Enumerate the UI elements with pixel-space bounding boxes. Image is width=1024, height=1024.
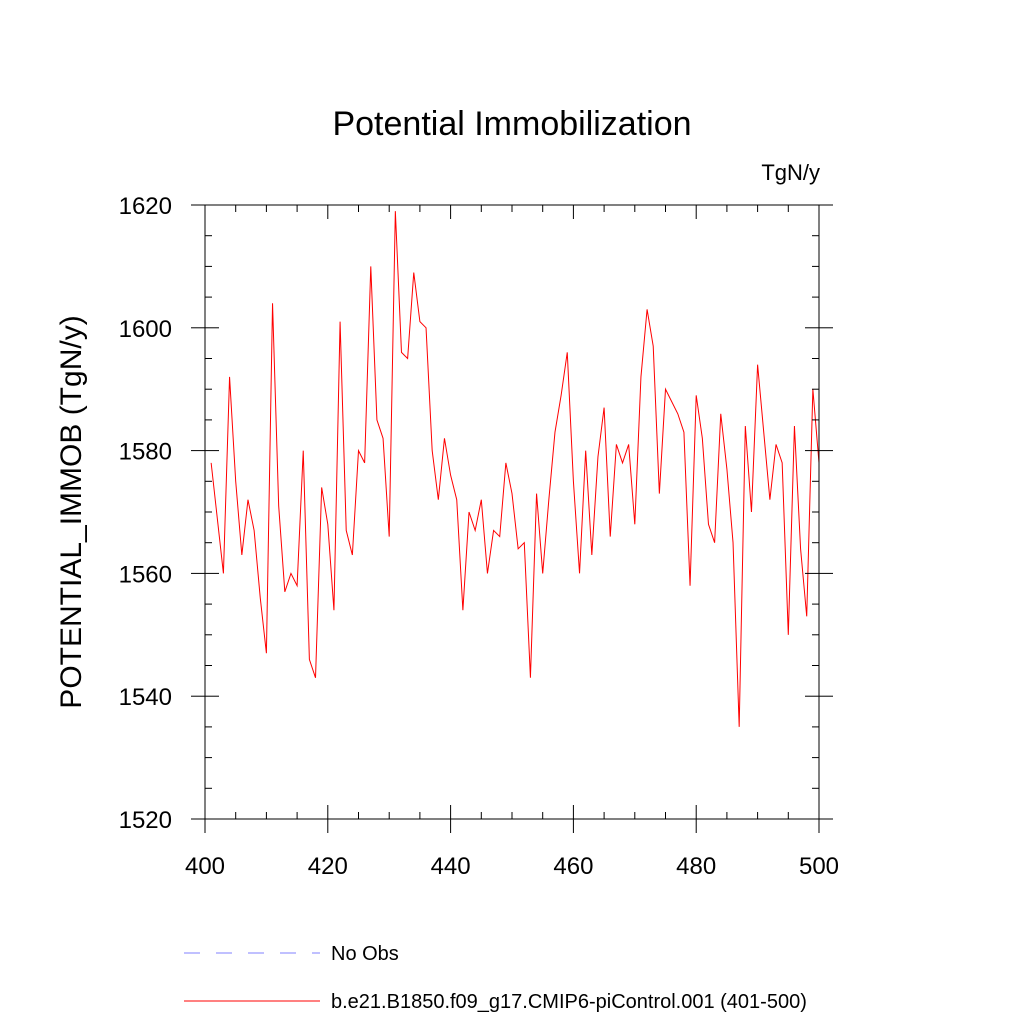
x-tick-label: 440 — [431, 853, 471, 880]
x-tick-label: 460 — [553, 853, 593, 880]
x-tick-label: 480 — [676, 853, 716, 880]
y-tick-label: 1600 — [119, 316, 172, 343]
series-line-model — [210, 211, 820, 727]
chart-title: Potential Immobilization — [332, 105, 691, 143]
legend-label-no-obs: No Obs — [331, 943, 399, 965]
x-tick-label: 400 — [185, 853, 225, 880]
x-tick-label: 420 — [308, 853, 348, 880]
plot-area — [210, 211, 820, 727]
legend: No Obs b.e21.B1850.f09_g17.CMIP6-piContr… — [184, 943, 807, 1013]
y-tick-label: 1540 — [119, 684, 172, 711]
y-tick-label: 1620 — [119, 193, 172, 220]
y-tick-label: 1580 — [119, 439, 172, 466]
legend-label-model: b.e21.B1850.f09_g17.CMIP6-piControl.001 … — [331, 991, 807, 1013]
y-tick-label: 1560 — [119, 561, 172, 588]
x-tick-label: 500 — [799, 853, 839, 880]
y-axis-title: POTENTIAL_IMMOB (TgN/y) — [55, 315, 88, 708]
axes: 400 420 440 460 480 500 1520 1540 1560 1580 1600 16… — [119, 193, 839, 880]
units-label: TgN/y — [761, 160, 820, 185]
y-tick-label: 1520 — [119, 807, 172, 834]
plot-frame — [204, 204, 820, 820]
